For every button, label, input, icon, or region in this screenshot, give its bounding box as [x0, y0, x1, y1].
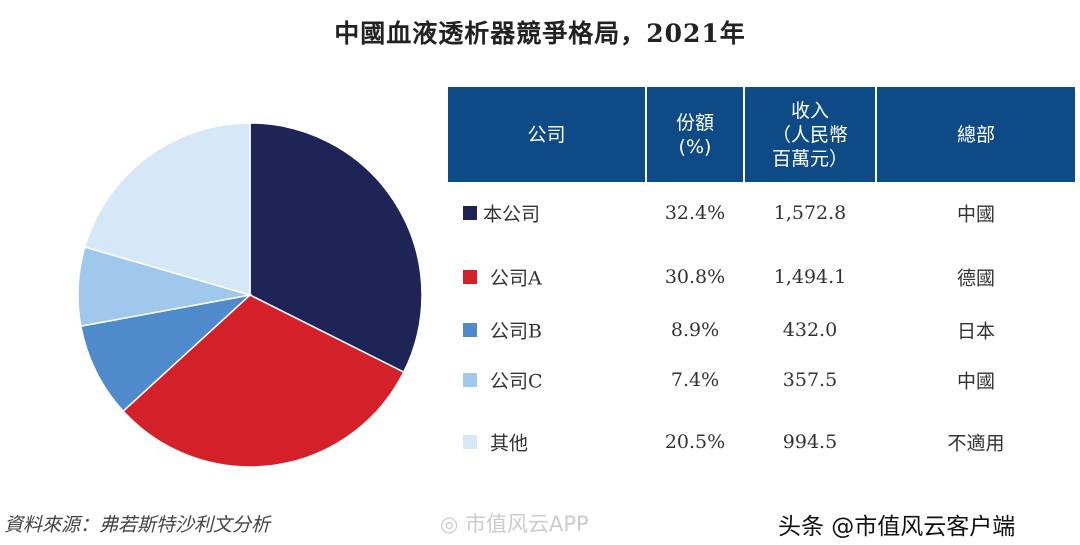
headquarters-value: 不適用 — [947, 432, 1005, 455]
share-value: 32.4% — [664, 202, 726, 224]
toutiao-watermark: 头条 @市值风云客户端 — [778, 514, 1016, 540]
legend-swatch — [463, 206, 477, 220]
column-header: 總部 — [877, 87, 1075, 182]
weibo-icon: ◎ — [440, 512, 465, 536]
chart-title: 中國血液透析器競爭格局，2021年 — [334, 19, 746, 48]
share-value: 20.5% — [664, 431, 726, 453]
share-value: 30.8% — [664, 266, 726, 288]
legend-label: 公司A — [490, 267, 542, 290]
legend-swatch — [463, 435, 477, 449]
headquarters-value: 德國 — [956, 267, 995, 290]
revenue-value: 357.5 — [782, 369, 838, 391]
source-note: 資料來源：弗若斯特沙利文分析 — [4, 514, 271, 536]
column-header: 收入 （人民幣 百萬元） — [745, 87, 875, 182]
weibo-watermark: ◎ 市值风云APP — [440, 512, 589, 536]
legend-label: 公司C — [490, 370, 543, 393]
share-value: 7.4% — [670, 369, 720, 391]
headquarters-value: 中國 — [956, 370, 995, 393]
legend-swatch — [463, 373, 477, 387]
column-header: 公司 — [448, 87, 645, 182]
pie-chart — [77, 122, 423, 468]
headquarters-value: 中國 — [956, 203, 995, 226]
pie-slice-1 — [122, 294, 405, 468]
pie-slice-0 — [249, 122, 423, 374]
revenue-value: 994.5 — [782, 431, 838, 453]
revenue-value: 432.0 — [782, 319, 838, 341]
pie-slice-4 — [83, 122, 251, 296]
legend-swatch — [463, 323, 477, 337]
revenue-value: 1,572.8 — [773, 202, 847, 224]
legend-label: 公司B — [490, 320, 542, 343]
headquarters-value: 日本 — [956, 320, 995, 343]
pie-slice-2 — [79, 293, 253, 413]
revenue-value: 1,494.1 — [773, 266, 847, 288]
column-header: 份額 (%) — [647, 87, 743, 182]
legend-swatch — [463, 270, 477, 284]
share-value: 8.9% — [670, 319, 720, 341]
legend-label: 本公司 — [483, 203, 541, 226]
legend-label: 其他 — [490, 432, 529, 455]
